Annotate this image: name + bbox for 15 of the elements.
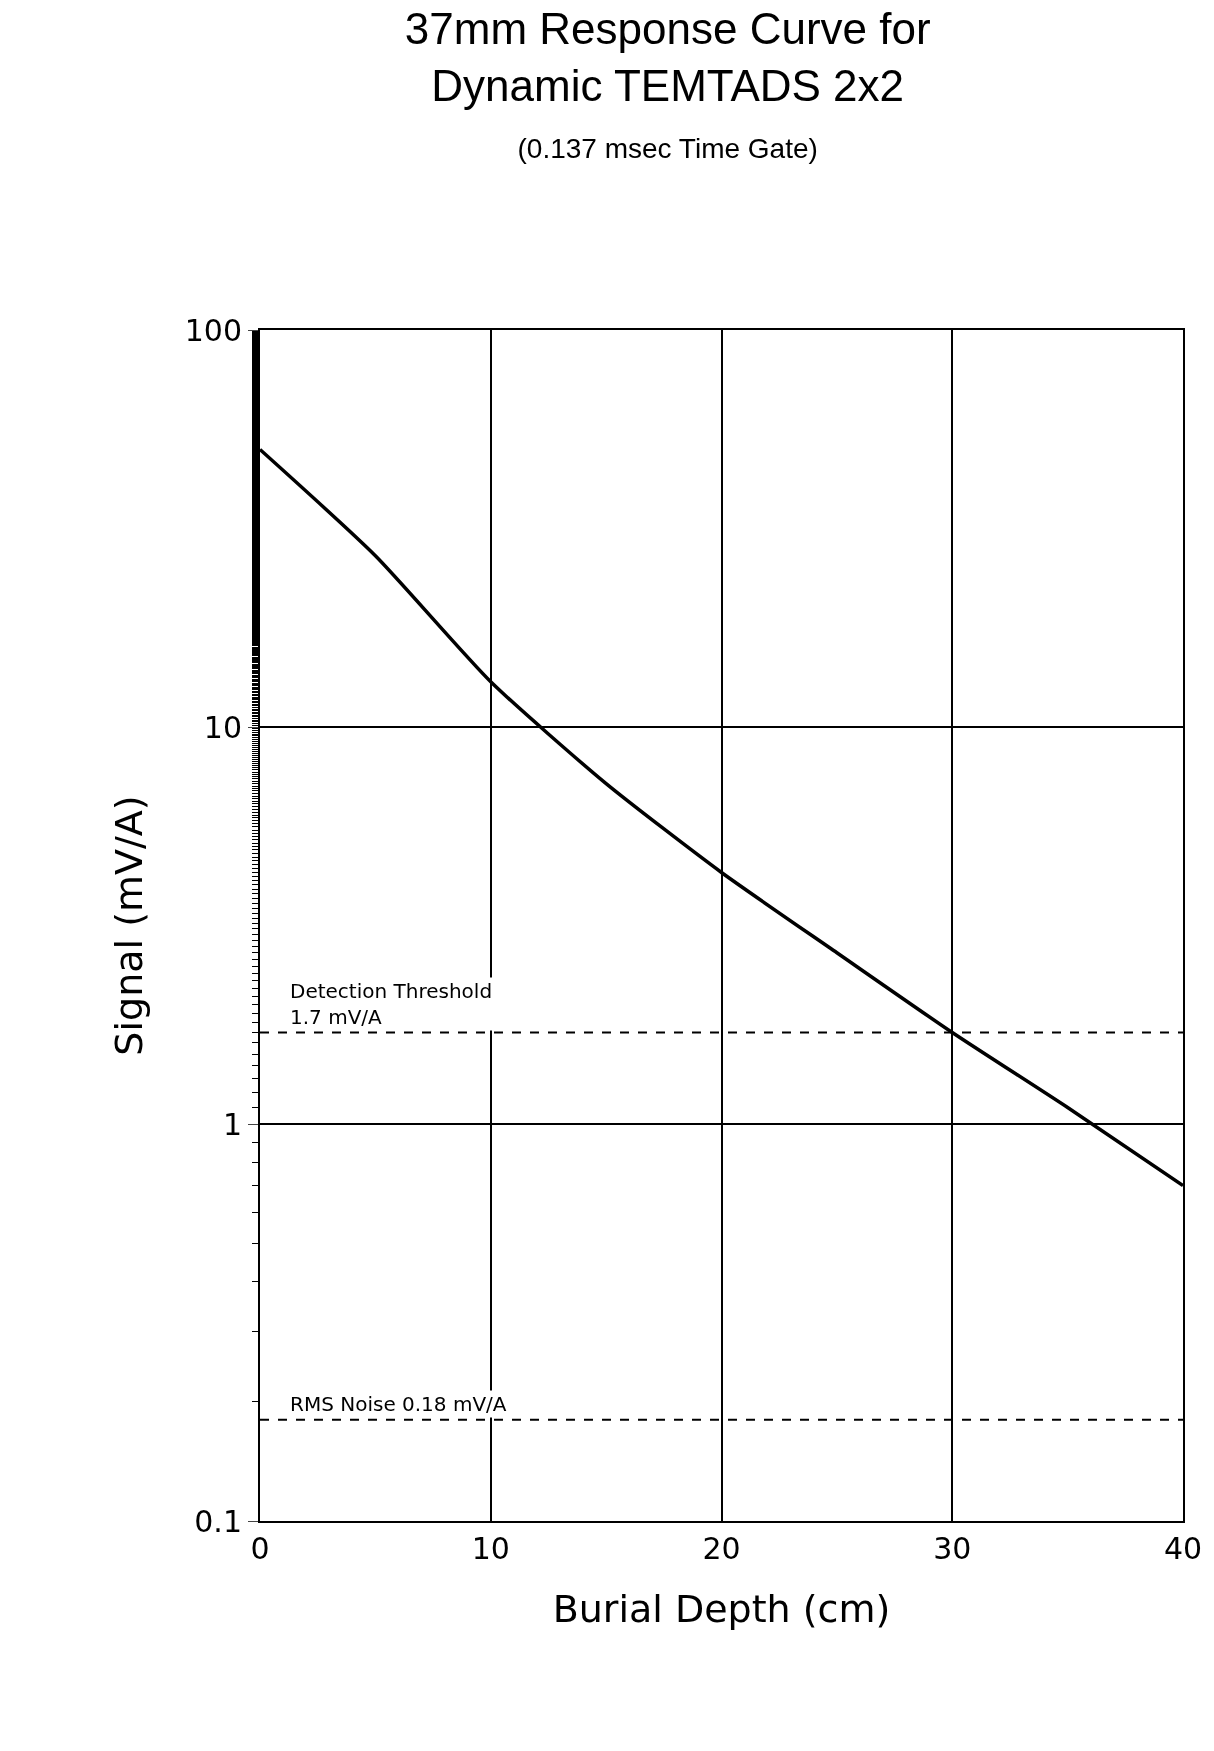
y-tick-label: 0.1 xyxy=(194,1503,242,1539)
x-tick-label: 30 xyxy=(933,1531,972,1566)
chart-subtitle: (0.137 msec Time Gate) xyxy=(517,133,818,165)
y-tick-label: 1 xyxy=(222,1106,242,1142)
x-tick-label: 20 xyxy=(702,1531,741,1566)
ref-line-label: RMS Noise 0.18 mV/A xyxy=(290,1392,507,1416)
x-tick-label: 0 xyxy=(250,1531,270,1566)
ref-line-label: Detection Threshold 1.7 mV/A xyxy=(290,979,493,1029)
y-axis-title: Signal (mV/A) xyxy=(107,795,152,1056)
x-tick-label: 40 xyxy=(1163,1531,1203,1566)
x-tick-label: 10 xyxy=(471,1531,510,1566)
y-tick-label: 10 xyxy=(203,709,242,745)
chart-title: 37mm Response Curve for Dynamic TEMTADS 2x2 xyxy=(404,3,931,110)
x-axis-title: Burial Depth (cm) xyxy=(552,1586,891,1631)
y-tick-label: 100 xyxy=(184,312,242,348)
